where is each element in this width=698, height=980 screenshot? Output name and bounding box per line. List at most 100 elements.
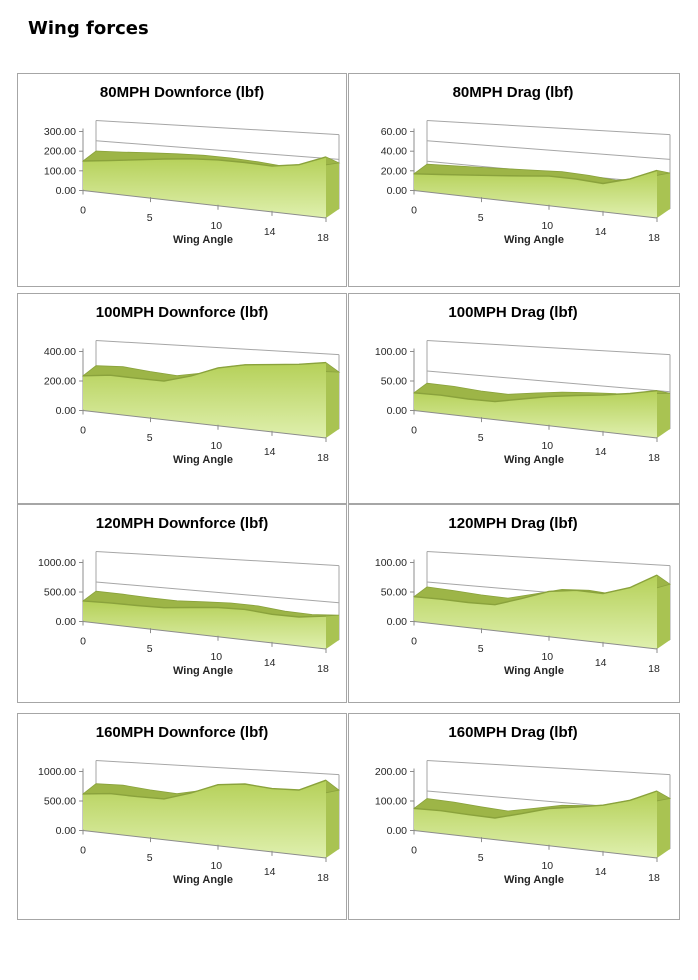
svg-text:14: 14 [264,657,276,669]
svg-text:0.00: 0.00 [56,825,77,837]
svg-text:100.00: 100.00 [375,557,407,569]
svg-text:14: 14 [595,226,607,238]
svg-text:0: 0 [80,205,86,217]
svg-text:0: 0 [411,205,417,217]
chart-plot: 0.00 100.00 200.00 300.00 0 5 10 14 18 Wing Angle [44,120,341,246]
chart-title: 80MPH Downforce (lbf) [99,84,265,101]
svg-text:Wing Angle: Wing Angle [504,454,564,466]
svg-text:0: 0 [80,636,86,648]
svg-text:0.00: 0.00 [387,825,408,837]
svg-text:18: 18 [317,452,329,464]
svg-text:14: 14 [264,446,276,458]
chart-panel-120mph-downforce[interactable]: 120MPH Downforce (lbf) 0.00 500.00 1000.00… [17,504,347,703]
svg-text:10: 10 [210,651,222,663]
chart-panel-100mph-downforce[interactable]: 100MPH Downforce (lbf) 0.00 200.00 400.00 0… [17,293,347,504]
svg-text:100.00: 100.00 [44,165,76,177]
svg-text:14: 14 [595,657,607,669]
svg-text:200.00: 200.00 [44,146,76,158]
chart-plot: 0.00 20.00 40.00 60.00 0 5 10 14 18 Wing Angle [381,120,671,246]
svg-text:50.00: 50.00 [381,376,407,388]
svg-text:0.00: 0.00 [56,185,77,197]
svg-text:14: 14 [595,866,607,878]
svg-text:50.00: 50.00 [381,587,407,599]
chart-panel-100mph-drag[interactable]: 100MPH Drag (lbf) 0.00 50.00 100.00 0 5 10 14 1… [348,293,680,504]
svg-text:5: 5 [478,643,484,655]
svg-text:Wing Angle: Wing Angle [173,234,233,246]
svg-text:10: 10 [541,860,553,872]
chart-title: 100MPH Downforce (lbf) [95,304,269,321]
svg-text:5: 5 [147,643,153,655]
svg-text:Wing Angle: Wing Angle [173,454,233,466]
svg-text:5: 5 [147,852,153,864]
svg-text:5: 5 [478,212,484,224]
chart-title: 160MPH Downforce (lbf) [95,724,269,741]
svg-text:100.00: 100.00 [375,346,407,358]
chart-panel-120mph-drag[interactable]: 120MPH Drag (lbf) 0.00 50.00 100.00 0 5 10 14 1… [348,504,680,703]
svg-text:0: 0 [411,425,417,437]
svg-text:20.00: 20.00 [381,165,407,177]
svg-text:10: 10 [210,860,222,872]
svg-text:0: 0 [80,845,86,857]
svg-text:18: 18 [648,452,660,464]
svg-text:Wing Angle: Wing Angle [504,665,564,677]
svg-text:14: 14 [264,866,276,878]
chart-panel-160mph-drag[interactable]: 160MPH Drag (lbf) 0.00 100.00 200.00 0 5 10 14… [348,713,680,920]
chart-title: 160MPH Drag (lbf) [448,724,578,741]
svg-text:60.00: 60.00 [381,126,407,138]
chart-plot: 0.00 100.00 200.00 0 5 10 14 18 Wing Angle [375,760,672,886]
svg-text:10: 10 [541,651,553,663]
svg-text:0: 0 [80,425,86,437]
svg-text:0: 0 [411,845,417,857]
chart-title: 120MPH Downforce (lbf) [95,515,269,532]
svg-text:500.00: 500.00 [44,796,76,808]
svg-text:18: 18 [317,232,329,244]
svg-text:400.00: 400.00 [44,346,76,358]
svg-text:10: 10 [541,220,553,232]
svg-text:40.00: 40.00 [381,146,407,158]
chart-plot: 0.00 500.00 1000.00 0 5 10 14 18 Wing Angle [38,760,340,886]
svg-text:Wing Angle: Wing Angle [173,665,233,677]
svg-text:18: 18 [648,232,660,244]
svg-text:18: 18 [648,663,660,675]
svg-text:14: 14 [264,226,276,238]
svg-text:0.00: 0.00 [56,405,77,417]
svg-text:500.00: 500.00 [44,587,76,599]
svg-text:0.00: 0.00 [56,616,77,628]
svg-text:10: 10 [210,220,222,232]
chart-title: 80MPH Drag (lbf) [452,84,574,101]
svg-text:10: 10 [210,440,222,452]
svg-text:1000.00: 1000.00 [38,766,76,778]
chart-panel-80mph-downforce[interactable]: 80MPH Downforce (lbf) 0.00 100.00 200.00 30… [17,73,347,287]
svg-text:10: 10 [541,440,553,452]
svg-text:Wing Angle: Wing Angle [173,874,233,886]
svg-text:0: 0 [411,636,417,648]
svg-text:18: 18 [317,663,329,675]
chart-panel-80mph-drag[interactable]: 80MPH Drag (lbf) 0.00 20.00 40.00 60.00 0 5 10… [348,73,680,287]
chart-plot: 0.00 500.00 1000.00 0 5 10 14 18 Wing Angle [38,551,340,677]
svg-text:0.00: 0.00 [387,616,408,628]
svg-text:0.00: 0.00 [387,185,408,197]
svg-text:14: 14 [595,446,607,458]
chart-plot: 0.00 50.00 100.00 0 5 10 14 18 Wing Angle [375,551,671,677]
chart-plot: 0.00 200.00 400.00 0 5 10 14 18 Wing Angle [44,340,341,466]
svg-text:5: 5 [478,432,484,444]
svg-text:5: 5 [147,432,153,444]
svg-text:0.00: 0.00 [387,405,408,417]
svg-text:300.00: 300.00 [44,126,76,138]
chart-panel-160mph-downforce[interactable]: 160MPH Downforce (lbf) 0.00 500.00 1000.00… [17,713,347,920]
svg-text:5: 5 [478,852,484,864]
svg-text:200.00: 200.00 [44,376,76,388]
chart-title: 100MPH Drag (lbf) [448,304,578,321]
chart-plot: 0.00 50.00 100.00 0 5 10 14 18 Wing Angle [375,340,671,466]
svg-text:5: 5 [147,212,153,224]
svg-text:200.00: 200.00 [375,766,407,778]
svg-text:18: 18 [317,872,329,884]
page-title: Wing forces [28,18,149,39]
svg-text:Wing Angle: Wing Angle [504,874,564,886]
svg-text:18: 18 [648,872,660,884]
svg-text:100.00: 100.00 [375,796,407,808]
svg-text:Wing Angle: Wing Angle [504,234,564,246]
svg-text:1000.00: 1000.00 [38,557,76,569]
chart-title: 120MPH Drag (lbf) [448,515,578,532]
